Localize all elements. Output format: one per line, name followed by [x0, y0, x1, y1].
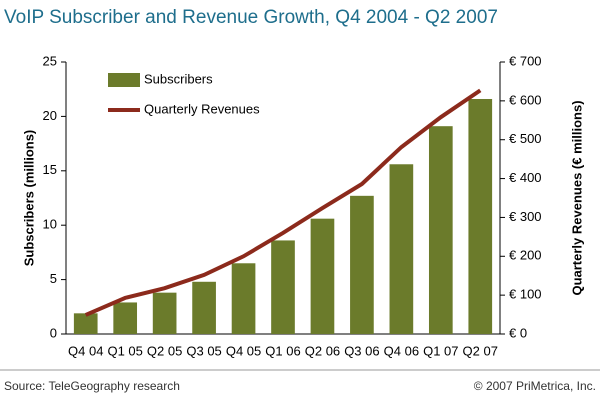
y-tick-label: 10 [43, 217, 57, 232]
bar [428, 126, 453, 334]
y-tick-label: 0 [50, 325, 57, 340]
y-axis-label: Subscribers (millions) [21, 130, 36, 267]
y2-tick-label: € 600 [509, 92, 542, 107]
y2-tick-label: € 500 [509, 131, 542, 146]
y-tick-label: 15 [43, 162, 57, 177]
bar [113, 302, 138, 334]
y-tick-label: 5 [50, 271, 57, 286]
y2-axis-label: Quarterly Revenues (€ millions) [569, 100, 584, 295]
x-tick-label: Q1 05 [107, 343, 142, 358]
y2-tick-label: € 100 [509, 287, 542, 302]
bar [73, 313, 98, 334]
bar [468, 98, 493, 334]
y2-tick-label: € 0 [509, 325, 527, 340]
x-tick-label: Q4 05 [226, 343, 261, 358]
y-tick-label: 20 [43, 108, 57, 123]
source: Source: TeleGeography research [4, 379, 180, 393]
y-tick-label: 25 [43, 53, 57, 68]
chart-title: VoIP Subscriber and Revenue Growth, Q4 2… [4, 7, 498, 28]
line [84, 88, 482, 317]
x-tick-label: Q1 06 [265, 343, 300, 358]
y2-tick-label: € 200 [509, 248, 542, 263]
x-tick-label: Q4 06 [384, 343, 419, 358]
credit: © 2007 PriMetrica, Inc. [474, 379, 596, 393]
bar [389, 164, 414, 334]
y2-tick-label: € 700 [509, 53, 542, 68]
bar [152, 292, 177, 334]
x-tick-label: Q3 06 [344, 343, 379, 358]
x-tick-label: Q4 04 [68, 343, 103, 358]
x-tick-label: Q1 07 [423, 343, 458, 358]
x-tick-label: Q2 06 [305, 343, 340, 358]
bar [350, 195, 374, 334]
legend-label: Quarterly Revenues [144, 101, 260, 116]
x-tick-label: Q2 07 [463, 343, 498, 358]
bar [231, 263, 256, 334]
bar [310, 218, 335, 334]
y2-tick-label: € 400 [509, 170, 542, 185]
x-tick-label: Q3 05 [186, 343, 221, 358]
x-tick-label: Q2 05 [147, 343, 182, 358]
bar [192, 281, 216, 334]
bar [271, 240, 295, 334]
legend-swatch [108, 73, 140, 87]
y2-tick-label: € 300 [509, 209, 542, 224]
legend-label: Subscribers [144, 71, 213, 86]
